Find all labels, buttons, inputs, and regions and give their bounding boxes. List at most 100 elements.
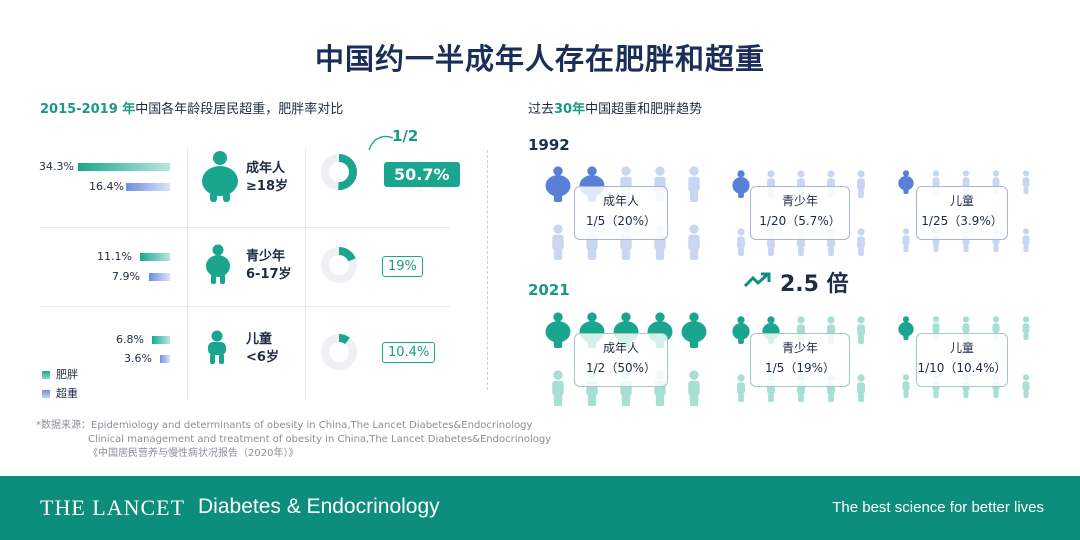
group-label-adult: 成年人 ≥18岁 xyxy=(246,160,288,196)
journal-name: Diabetes & Endocrinology xyxy=(198,495,440,518)
half-label: 1/2 xyxy=(392,127,419,145)
bar-label-overweight-child: 3.6% xyxy=(124,352,152,365)
group-name-adult: 成年人 xyxy=(246,161,286,176)
adult-figure-icon xyxy=(688,370,700,406)
legend-overweight: 超重 xyxy=(42,385,78,401)
legend-text-obese: 肥胖 xyxy=(56,368,78,381)
child-figure-icon xyxy=(1022,228,1030,252)
group-age-child: <6岁 xyxy=(246,350,279,365)
group-name-teen: 青少年 xyxy=(246,249,286,264)
right-title-text: 中国超重和肥胖趋势 xyxy=(585,102,703,117)
box-name: 儿童 xyxy=(949,341,974,355)
box-2021-teen: 青少年 1/5（19%） xyxy=(750,333,850,387)
section-divider xyxy=(487,150,488,390)
teen-figure-icon xyxy=(737,374,745,402)
donut-teen xyxy=(321,247,357,283)
bar-obese-adult xyxy=(78,163,170,171)
curve-arrow-icon xyxy=(368,135,394,151)
box-ratio: 1/20（5.7%） xyxy=(759,214,841,228)
box-name: 青少年 xyxy=(781,194,818,208)
legend-swatch-obese xyxy=(42,371,50,379)
teen-figure-icon xyxy=(857,374,865,402)
donut-child xyxy=(321,334,357,370)
child-figure-icon xyxy=(898,170,914,194)
left-section-title: 2015-2019 年中国各年龄段居民超重，肥胖率对比 xyxy=(40,98,343,117)
adult-figure-icon xyxy=(552,224,564,260)
donut-arc-adult xyxy=(321,154,357,190)
source-notes: *数据来源：Epidemiology and determinants of o… xyxy=(36,419,551,461)
source-line: *数据来源：Epidemiology and determinants of o… xyxy=(36,420,533,431)
tagline: The best science for better lives xyxy=(832,499,1044,516)
box-ratio: 1/5（19%） xyxy=(765,361,835,375)
page-title: 中国约一半成年人存在肥胖和超重 xyxy=(314,42,765,76)
right-title-year: 30年 xyxy=(554,102,586,117)
child-figure-icon xyxy=(902,374,910,398)
bar-overweight-adult xyxy=(126,183,170,191)
source-line: 《中国居民营养与慢性病状况报告（2020年）》 xyxy=(88,448,299,459)
box-ratio: 1/10（10.4%） xyxy=(917,361,1007,375)
box-2021-child: 儿童 1/10（10.4%） xyxy=(916,333,1008,387)
callout-child: 10.4% xyxy=(382,342,436,363)
legend-obese: 肥胖 xyxy=(42,366,78,382)
teen-icon xyxy=(206,244,230,284)
trend-up-icon xyxy=(743,272,771,288)
adult-figure-icon xyxy=(688,224,700,260)
child-figure-icon xyxy=(1022,374,1030,398)
growth-label: 2.5 倍 xyxy=(780,272,849,297)
child-figure-icon xyxy=(1022,316,1030,340)
bar-obese-teen xyxy=(140,253,170,261)
group-age-adult: ≥18岁 xyxy=(246,179,288,194)
donut-arc-child xyxy=(321,334,357,370)
adult-figure-icon xyxy=(545,166,571,202)
child-icon xyxy=(208,330,226,364)
adult-figure-icon xyxy=(545,312,571,348)
group-age-teen: 6-17岁 xyxy=(246,267,292,282)
adult-figure-icon xyxy=(552,370,564,406)
right-title-pre: 过去 xyxy=(528,102,555,117)
bar-label-obese-adult: 34.3% xyxy=(39,160,74,173)
child-figure-icon xyxy=(898,316,914,340)
child-figure-icon xyxy=(1022,170,1030,194)
lancet-logo: THE LANCET xyxy=(40,495,186,520)
year-2021: 2021 xyxy=(528,281,570,299)
donut-arc-teen xyxy=(321,247,357,283)
row-divider xyxy=(40,306,450,307)
adult-figure-icon xyxy=(681,312,707,348)
footer-bar: THE LANCET Diabetes & Endocrinology The … xyxy=(0,476,1080,540)
callout-teen: 19% xyxy=(382,256,423,277)
year-1992: 1992 xyxy=(528,136,570,154)
bar-obese-child xyxy=(151,336,170,344)
child-figure-icon xyxy=(902,228,910,252)
teen-figure-icon xyxy=(857,228,865,256)
box-ratio: 1/5（20%） xyxy=(586,214,656,228)
right-section-title: 过去30年中国超重和肥胖趋势 xyxy=(528,98,702,117)
callout-adult: 50.7% xyxy=(384,162,460,187)
bar-label-obese-child: 6.8% xyxy=(116,333,144,346)
teen-figure-icon xyxy=(857,170,865,198)
legend-swatch-overweight xyxy=(42,390,50,398)
legend-text-overweight: 超重 xyxy=(56,387,78,400)
donut-adult xyxy=(321,154,357,190)
box-name: 儿童 xyxy=(949,194,974,208)
left-title-year: 2015-2019 年 xyxy=(40,102,136,117)
source-line: Clinical management and treatment of obe… xyxy=(88,434,552,445)
box-1992-adult: 成年人 1/5（20%） xyxy=(574,186,668,240)
box-ratio: 1/2（50%） xyxy=(586,361,656,375)
bar-label-overweight-teen: 7.9% xyxy=(112,270,140,283)
teen-figure-icon xyxy=(732,170,750,198)
box-name: 成年人 xyxy=(602,194,639,208)
teen-figure-icon xyxy=(737,228,745,256)
bar-label-overweight-adult: 16.4% xyxy=(89,180,124,193)
group-name-child: 儿童 xyxy=(246,332,273,347)
bar-overweight-child xyxy=(160,355,170,363)
group-label-child: 儿童 <6岁 xyxy=(246,331,279,367)
box-1992-child: 儿童 1/25（3.9%） xyxy=(916,186,1008,240)
group-label-teen: 青少年 6-17岁 xyxy=(246,248,292,284)
left-title-text: 中国各年龄段居民超重，肥胖率对比 xyxy=(135,102,344,117)
adult-figure-icon xyxy=(688,166,700,202)
bar-overweight-teen xyxy=(148,273,170,281)
bar-label-obese-teen: 11.1% xyxy=(97,250,132,263)
box-name: 成年人 xyxy=(602,341,639,355)
column-divider xyxy=(305,148,306,398)
